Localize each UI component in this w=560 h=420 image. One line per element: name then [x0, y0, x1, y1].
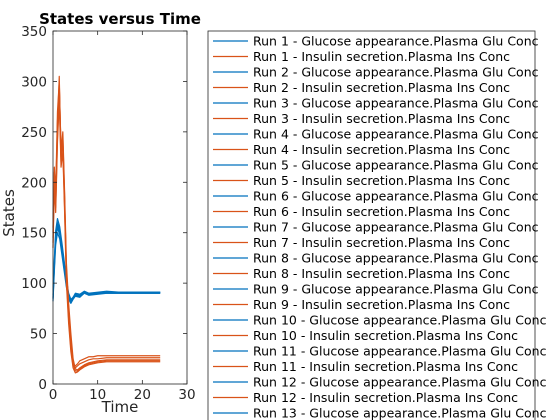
y-tick-label: 0 [38, 377, 47, 393]
x-tick-label: 10 [89, 387, 106, 403]
series-line-glucose-1 [52, 224, 161, 302]
axes-box [52, 30, 188, 385]
legend-box [207, 30, 536, 420]
y-tick-label: 300 [21, 74, 47, 90]
legend-entry: Run 2 - Insulin secretion.Plasma Ins Con… [253, 80, 510, 95]
legend-entry: Run 4 - Insulin secretion.Plasma Ins Con… [253, 142, 510, 157]
y-tick-label: 100 [21, 276, 47, 292]
legend-entry: Run 6 - Glucose appearance.Plasma Glu Co… [253, 189, 539, 204]
x-axis-label: Time [101, 398, 139, 416]
legend-entry: Run 9 - Glucose appearance.Plasma Glu Co… [253, 282, 539, 297]
legend-entry: Run 7 - Glucose appearance.Plasma Glu Co… [253, 220, 539, 235]
series-line-insulin-10 [52, 101, 161, 374]
y-tick-label: 350 [21, 24, 47, 40]
y-tick-label: 150 [21, 226, 47, 242]
legend-entry: Run 1 - Insulin secretion.Plasma Ins Con… [253, 49, 510, 64]
legend-entry: Run 8 - Insulin secretion.Plasma Ins Con… [253, 266, 510, 281]
legend-entry: Run 10 - Glucose appearance.Plasma Glu C… [253, 313, 547, 328]
legend-entry: Run 6 - Insulin secretion.Plasma Ins Con… [253, 204, 510, 219]
y-tick-label: 250 [21, 125, 47, 141]
legend-entry: Run 4 - Glucose appearance.Plasma Glu Co… [253, 127, 539, 142]
series-line-glucose-4 [52, 222, 161, 301]
legend-entry: Run 12 - Insulin secretion.Plasma Ins Co… [253, 390, 518, 405]
legend: Run 1 - Glucose appearance.Plasma Glu Co… [207, 30, 547, 420]
y-axis-label: States [0, 189, 18, 237]
legend-entry: Run 7 - Insulin secretion.Plasma Ins Con… [253, 235, 510, 250]
legend-entry: Run 9 - Insulin secretion.Plasma Ins Con… [253, 297, 510, 312]
x-tick-label: 30 [178, 387, 195, 403]
x-tick-label: 20 [134, 387, 151, 403]
legend-entry: Run 8 - Glucose appearance.Plasma Glu Co… [253, 251, 539, 266]
series-line-glucose-5 [52, 227, 161, 303]
legend-entry: Run 1 - Glucose appearance.Plasma Glu Co… [253, 34, 539, 49]
legend-entry: Run 5 - Insulin secretion.Plasma Ins Con… [253, 173, 510, 188]
legend-entry: Run 3 - Glucose appearance.Plasma Glu Co… [253, 96, 539, 111]
legend-entry: Run 13 - Glucose appearance.Plasma Glu C… [253, 406, 547, 420]
legend-entry: Run 12 - Glucose appearance.Plasma Glu C… [253, 375, 547, 390]
y-tick-label: 50 [30, 327, 47, 343]
series-line-glucose-2 [52, 217, 161, 300]
y-tick-label: 200 [21, 175, 47, 191]
legend-entry: Run 3 - Insulin secretion.Plasma Ins Con… [253, 111, 510, 126]
legend-entry: Run 10 - Insulin secretion.Plasma Ins Co… [253, 328, 518, 343]
plot-lines [52, 75, 161, 374]
legend-entry: Run 11 - Glucose appearance.Plasma Glu C… [253, 344, 547, 359]
legend-entry: Run 2 - Glucose appearance.Plasma Glu Co… [253, 65, 539, 80]
legend-entry: Run 5 - Glucose appearance.Plasma Glu Co… [253, 158, 539, 173]
chart-title: States versus Time [39, 10, 201, 28]
x-tick-label: 0 [49, 387, 58, 403]
legend-entry: Run 11 - Insulin secretion.Plasma Ins Co… [253, 359, 518, 374]
